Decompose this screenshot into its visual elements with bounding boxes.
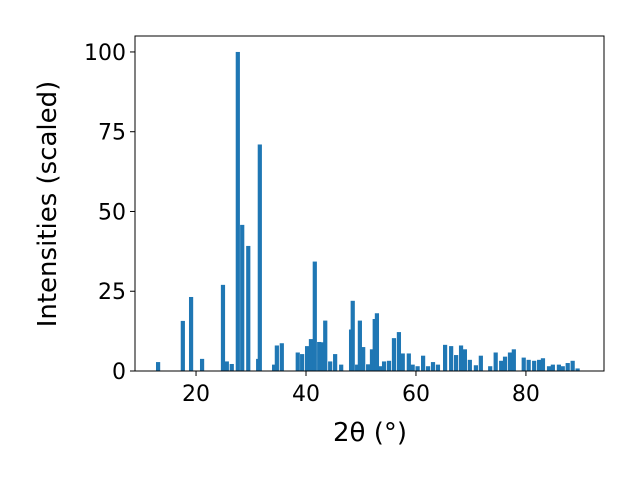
bar — [272, 364, 277, 371]
bar — [279, 343, 284, 371]
bar — [246, 245, 251, 371]
bar — [199, 358, 205, 371]
bar — [560, 366, 565, 371]
bar — [355, 364, 360, 371]
y-tick-label: 50 — [98, 200, 126, 225]
bar — [328, 361, 333, 371]
bar — [556, 364, 562, 371]
bar — [235, 51, 240, 371]
bar — [304, 346, 310, 371]
bar — [400, 353, 405, 371]
bar — [570, 360, 575, 371]
x-tick-label: 60 — [402, 382, 430, 407]
bar — [300, 354, 305, 371]
bar — [372, 318, 377, 371]
bar — [499, 360, 504, 371]
bar — [339, 364, 344, 371]
bar — [537, 359, 542, 371]
y-tick-label: 100 — [84, 41, 126, 66]
bar — [425, 366, 431, 371]
bar — [507, 352, 513, 371]
bar — [435, 364, 441, 371]
bar — [415, 366, 420, 371]
bar — [410, 364, 415, 371]
x-axis-label: 2θ (°) — [333, 418, 407, 448]
bar — [488, 366, 493, 371]
bar — [323, 320, 328, 371]
bar — [366, 364, 371, 371]
bar — [462, 349, 467, 371]
bar — [511, 349, 516, 371]
bar — [224, 361, 229, 371]
bar — [386, 360, 392, 371]
bar — [430, 362, 436, 371]
bar — [357, 320, 362, 371]
y-tick-label: 25 — [98, 280, 126, 305]
bar — [421, 355, 426, 371]
bar — [532, 360, 537, 371]
x-tick-label: 40 — [292, 382, 320, 407]
bar — [317, 341, 322, 371]
bar — [540, 358, 546, 371]
bar — [229, 363, 234, 371]
bar — [449, 346, 454, 371]
bar — [257, 144, 262, 371]
bar — [478, 355, 483, 371]
bar — [274, 345, 279, 371]
bar — [526, 359, 531, 371]
bar — [350, 300, 355, 371]
bar — [308, 339, 314, 371]
bar — [493, 352, 498, 371]
bar — [391, 338, 397, 371]
bar — [381, 361, 387, 371]
bar — [220, 284, 226, 371]
bar — [319, 342, 324, 371]
y-axis-label: Intensities (scaled) — [33, 81, 63, 328]
bar — [295, 352, 300, 371]
y-tick-label: 0 — [112, 360, 126, 385]
bar — [453, 355, 459, 371]
bar — [333, 354, 338, 371]
bar — [188, 296, 194, 371]
bar — [180, 320, 185, 371]
bar — [473, 365, 478, 371]
bar — [374, 313, 380, 371]
x-tick-label: 80 — [512, 382, 540, 407]
plot-frame — [134, 35, 605, 372]
bar — [361, 347, 366, 371]
bar — [240, 224, 245, 371]
bar — [546, 366, 552, 371]
bar — [378, 366, 383, 371]
bar — [575, 368, 580, 371]
bar — [565, 363, 570, 371]
bar — [406, 353, 411, 371]
bar — [467, 359, 472, 371]
bar — [155, 362, 161, 371]
bar — [369, 349, 375, 371]
bar — [443, 344, 448, 371]
bar — [521, 357, 526, 371]
y-tick-label: 75 — [98, 121, 126, 146]
bar — [550, 364, 555, 371]
bar — [312, 261, 317, 371]
bar — [502, 356, 508, 371]
bar — [458, 345, 464, 371]
x-tick-label: 20 — [182, 382, 210, 407]
bar — [396, 332, 402, 371]
